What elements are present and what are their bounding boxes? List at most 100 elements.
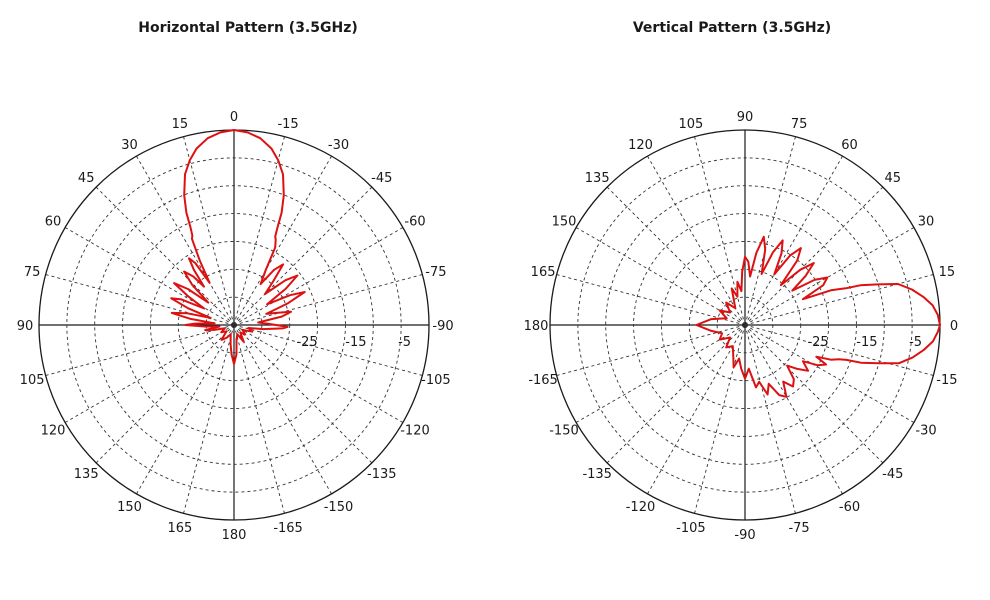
angle-tick-label: 15 (939, 265, 956, 280)
angle-tick-label: 150 (117, 500, 142, 515)
grid-spoke (233, 324, 332, 495)
angle-tick-label: 45 (885, 171, 902, 186)
grid-spoke (233, 186, 373, 326)
grid-ring (149, 240, 319, 410)
angle-tick-label: -150 (549, 424, 579, 439)
grid-ring (605, 185, 885, 465)
grid-spoke (744, 227, 915, 326)
grid-spoke (233, 324, 404, 423)
grid-spoke (744, 324, 915, 423)
grid-spoke (744, 324, 934, 376)
angle-tick-label: -45 (882, 467, 903, 482)
angle-tick-label: -165 (273, 521, 303, 536)
angle-tick-label: 105 (678, 117, 703, 132)
grid-spoke (64, 324, 235, 423)
grid-spoke (744, 155, 843, 326)
grid-spoke (647, 155, 746, 326)
grid-ring (66, 157, 402, 493)
grid-spoke (233, 324, 285, 514)
angle-tick-label: -60 (404, 215, 425, 230)
radial-tick-label: -25 (807, 335, 828, 350)
grid-spoke (64, 227, 235, 326)
grid-spoke (606, 186, 746, 326)
angle-tick-label: 30 (918, 215, 935, 230)
radial-tick-label: -5 (398, 335, 411, 350)
grid-spoke (694, 324, 746, 514)
pattern-series-line (170, 129, 306, 365)
radial-tick-label: -15 (345, 335, 366, 350)
grid-spoke (744, 186, 884, 326)
pattern-series-line (695, 235, 941, 398)
angle-tick-label: -75 (425, 265, 446, 280)
angle-tick-label: 30 (121, 138, 138, 153)
grid-ring (94, 185, 374, 465)
angle-tick-label: 90 (737, 110, 754, 125)
angle-tick-label: 75 (24, 265, 41, 280)
grid-spoke (233, 324, 373, 464)
angle-tick-label: 45 (78, 171, 95, 186)
radial-tick-label: -5 (909, 335, 922, 350)
horizontal-pattern-title: Horizontal Pattern (3.5GHz) (138, 20, 358, 36)
grid-ring (660, 240, 830, 410)
grid-spoke (233, 155, 332, 326)
angle-tick-label: 90 (17, 319, 34, 334)
angle-tick-label: -30 (328, 138, 349, 153)
grid-spoke (647, 324, 746, 495)
angle-tick-label: -120 (400, 424, 430, 439)
grid-spoke (233, 227, 404, 326)
grid-spoke (233, 274, 423, 326)
grid-spoke (606, 324, 746, 464)
angle-tick-label: 105 (20, 373, 45, 388)
grid-spoke (183, 136, 235, 326)
angle-tick-label: 0 (230, 110, 238, 125)
grid-spoke (233, 136, 285, 326)
grid-ring (577, 157, 913, 493)
grid-spoke (575, 324, 746, 423)
grid-spoke (744, 324, 843, 495)
angle-tick-label: 0 (950, 319, 958, 334)
angle-tick-label: -30 (915, 424, 936, 439)
angle-tick-label: -120 (626, 500, 656, 515)
angle-tick-label: -105 (676, 521, 706, 536)
angle-tick-label: 180 (222, 528, 247, 543)
grid-spoke (744, 274, 934, 326)
grid-spoke (556, 274, 746, 326)
angle-tick-label: -90 (432, 319, 453, 334)
angle-tick-label: -15 (277, 117, 298, 132)
grid-spoke (45, 324, 235, 376)
angle-tick-label: -90 (734, 528, 755, 543)
angle-tick-label: 135 (74, 467, 99, 482)
grid-ring (177, 268, 291, 382)
angle-tick-label: 60 (45, 215, 62, 230)
angle-tick-label: 15 (172, 117, 189, 132)
grid-spoke (136, 155, 235, 326)
grid-spoke (744, 136, 796, 326)
grid-spoke (183, 324, 235, 514)
grid-ring (633, 213, 857, 437)
grid-ring (688, 268, 802, 382)
angle-tick-label: -75 (788, 521, 809, 536)
angle-tick-label: 120 (41, 424, 66, 439)
grid-ring (205, 296, 263, 354)
polar-plot-1: 0 15 30 45 60 75 90 105 120 135 150 165 180 -165 -150 -… (524, 110, 959, 543)
angle-tick-label: -15 (936, 373, 957, 388)
angle-tick-label: 180 (524, 319, 549, 334)
angle-tick-label: 120 (628, 138, 653, 153)
angle-tick-label: 165 (167, 521, 192, 536)
angle-tick-label: -135 (367, 467, 397, 482)
angle-tick-label: -150 (324, 500, 354, 515)
grid-spoke (744, 324, 884, 464)
vertical-pattern-title: Vertical Pattern (3.5GHz) (632, 20, 832, 36)
radial-tick-label: -25 (296, 335, 317, 350)
angle-tick-label: 75 (791, 117, 808, 132)
radial-tick-label: -15 (856, 335, 877, 350)
grid-spoke (556, 324, 746, 376)
grid-spoke (744, 324, 796, 514)
grid-spoke (95, 324, 235, 464)
grid-spoke (95, 186, 235, 326)
grid-ring (122, 213, 346, 437)
grid-spoke (575, 227, 746, 326)
angle-tick-label: -165 (528, 373, 558, 388)
angle-tick-label: -45 (371, 171, 392, 186)
